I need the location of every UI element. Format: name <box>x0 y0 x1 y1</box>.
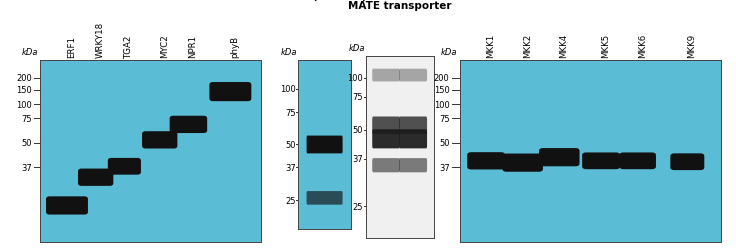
Text: MKK5: MKK5 <box>601 34 610 58</box>
Text: 75: 75 <box>439 114 450 123</box>
Text: 50: 50 <box>439 139 450 147</box>
FancyBboxPatch shape <box>78 169 113 186</box>
Text: MKK4: MKK4 <box>559 34 568 58</box>
FancyBboxPatch shape <box>467 152 505 170</box>
FancyBboxPatch shape <box>582 153 620 170</box>
Text: MKK9: MKK9 <box>687 34 696 58</box>
Text: 75: 75 <box>286 108 296 117</box>
Text: 200: 200 <box>16 74 32 83</box>
FancyBboxPatch shape <box>372 159 400 173</box>
Text: 50: 50 <box>21 139 32 147</box>
FancyBboxPatch shape <box>372 117 400 134</box>
FancyBboxPatch shape <box>169 116 208 134</box>
FancyBboxPatch shape <box>307 191 342 205</box>
Text: phyB: phyB <box>230 36 239 58</box>
FancyBboxPatch shape <box>107 158 141 175</box>
Text: 50: 50 <box>286 140 296 149</box>
FancyBboxPatch shape <box>400 117 427 134</box>
FancyBboxPatch shape <box>503 154 543 172</box>
Text: WRKY18: WRKY18 <box>96 22 105 58</box>
Text: kDa: kDa <box>22 48 38 57</box>
FancyBboxPatch shape <box>400 159 427 173</box>
Text: 25: 25 <box>353 202 363 211</box>
Text: NPR1: NPR1 <box>188 35 197 58</box>
Text: MYC2: MYC2 <box>160 34 169 58</box>
Text: 75: 75 <box>21 114 32 123</box>
Text: kDa: kDa <box>281 48 297 57</box>
Text: 50: 50 <box>353 126 363 135</box>
FancyBboxPatch shape <box>400 130 427 149</box>
Text: 100: 100 <box>16 101 32 109</box>
FancyBboxPatch shape <box>307 136 342 154</box>
Text: 25: 25 <box>286 196 296 205</box>
FancyBboxPatch shape <box>46 197 88 215</box>
FancyBboxPatch shape <box>670 154 704 170</box>
FancyBboxPatch shape <box>620 153 656 170</box>
Text: MKK6: MKK6 <box>637 34 647 58</box>
Text: ERF1: ERF1 <box>67 36 76 58</box>
Text: 37: 37 <box>286 163 296 172</box>
Text: MKK2: MKK2 <box>523 34 531 58</box>
FancyBboxPatch shape <box>539 148 579 167</box>
Text: GPCR(TAS1R1): GPCR(TAS1R1) <box>282 0 367 1</box>
Text: 150: 150 <box>434 86 450 95</box>
Text: 37: 37 <box>439 163 450 172</box>
Text: MKK1: MKK1 <box>486 34 495 58</box>
Text: 37: 37 <box>21 163 32 172</box>
Text: kDa: kDa <box>349 44 365 53</box>
FancyBboxPatch shape <box>372 69 400 82</box>
Text: 100: 100 <box>347 74 363 83</box>
Text: 37: 37 <box>353 155 363 164</box>
Text: 100: 100 <box>280 85 296 94</box>
Text: 100: 100 <box>434 101 450 109</box>
Text: 75: 75 <box>353 93 363 102</box>
FancyBboxPatch shape <box>400 69 427 82</box>
Text: MATE transporter: MATE transporter <box>348 1 451 11</box>
Text: 200: 200 <box>434 74 450 83</box>
Text: TGA2: TGA2 <box>124 35 133 58</box>
FancyBboxPatch shape <box>372 130 400 149</box>
Text: 150: 150 <box>16 86 32 95</box>
Text: kDa: kDa <box>441 48 457 57</box>
FancyBboxPatch shape <box>209 83 251 102</box>
FancyBboxPatch shape <box>142 132 177 149</box>
